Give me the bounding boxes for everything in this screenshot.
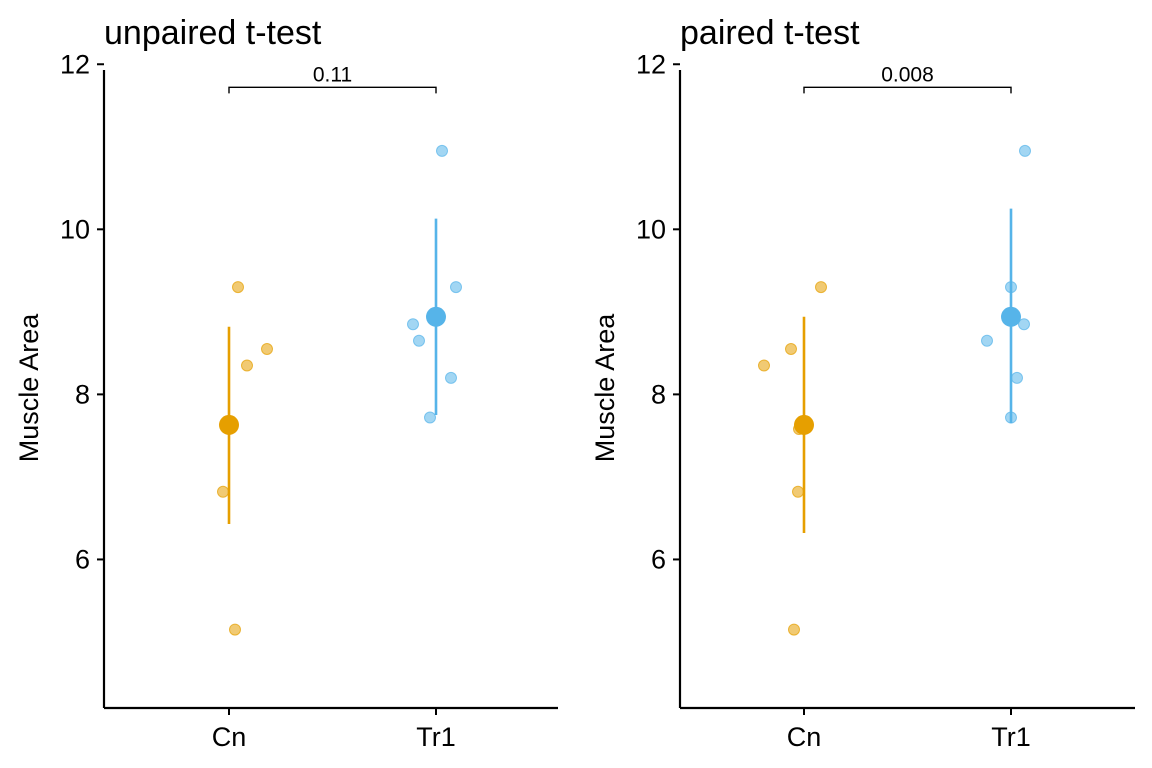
y-tick-label: 6 — [75, 544, 90, 574]
mean-point — [1001, 306, 1021, 327]
mean-point — [426, 306, 446, 327]
y-tick-label: 12 — [60, 49, 90, 79]
data-point — [1011, 371, 1023, 384]
data-point — [436, 144, 448, 157]
data-point — [229, 623, 241, 636]
data-point — [407, 318, 419, 331]
data-point — [815, 281, 827, 294]
significance-bracket — [803, 86, 1012, 94]
y-tick-label: 8 — [651, 379, 666, 409]
data-point — [232, 281, 244, 294]
data-point — [445, 371, 457, 384]
x-tick-label: Cn — [787, 722, 822, 752]
data-point — [758, 359, 770, 372]
p-value-label: 0.008 — [881, 63, 934, 86]
y-tick-label: 8 — [75, 379, 90, 409]
data-point — [1019, 144, 1031, 157]
y-tick-label: 6 — [651, 544, 666, 574]
x-tick-label: Cn — [212, 722, 247, 752]
chart-panel-paired: paired t-test Muscle Area 6 8 10 12 Cn Tr1 0.0… — [590, 14, 1135, 752]
x-tick-label: Tr1 — [991, 722, 1031, 752]
mean-point — [219, 414, 239, 435]
data-point — [241, 359, 253, 372]
x-tick-label: Tr1 — [416, 722, 456, 752]
y-tick-label: 10 — [636, 214, 666, 244]
panel-title: unpaired t-test — [104, 14, 322, 52]
mean-point — [794, 414, 814, 435]
data-point — [424, 411, 436, 424]
p-value-label: 0.11 — [313, 63, 352, 86]
y-tick-label: 12 — [636, 49, 666, 79]
data-point — [981, 334, 993, 347]
data-point — [785, 342, 797, 355]
data-point — [792, 485, 804, 498]
data-point — [450, 281, 462, 294]
data-point — [261, 342, 273, 355]
chart-panel-unpaired: unpaired t-test Muscle Area 6 8 10 12 Cn Tr1 0… — [14, 14, 558, 752]
panel-title: paired t-test — [680, 14, 860, 52]
data-point — [1018, 318, 1030, 331]
y-tick-label: 10 — [60, 214, 90, 244]
significance-bracket — [228, 86, 437, 94]
data-point — [413, 334, 425, 347]
data-point — [788, 623, 800, 636]
data-point — [217, 485, 229, 498]
y-axis-title: Muscle Area — [590, 313, 620, 463]
y-axis-title: Muscle Area — [14, 313, 44, 463]
